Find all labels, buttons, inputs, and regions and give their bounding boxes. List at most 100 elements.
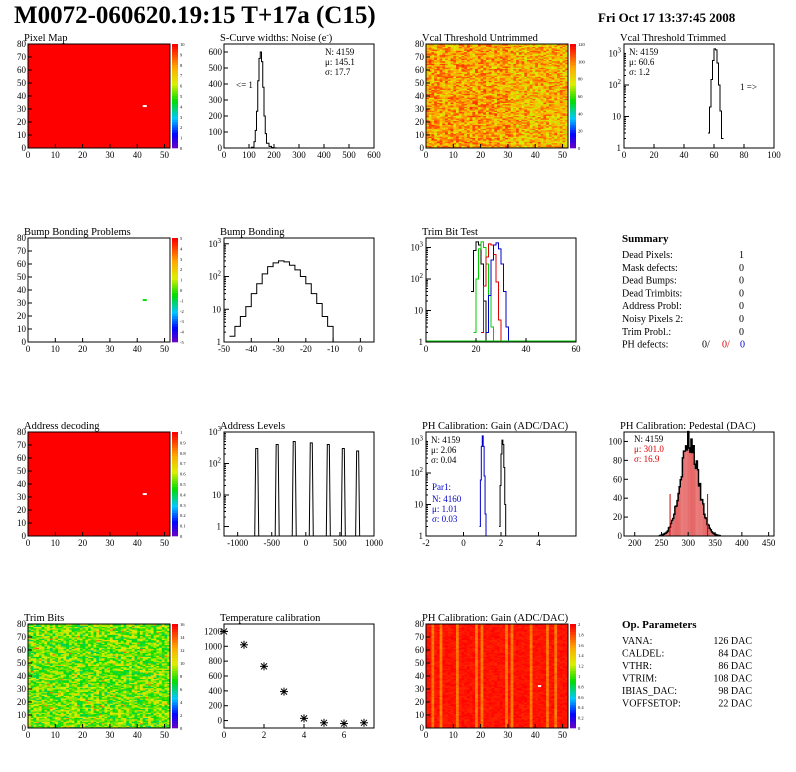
heatmap-cell bbox=[529, 112, 533, 115]
heatmap-cell bbox=[453, 81, 457, 84]
heatmap-cell bbox=[502, 105, 506, 107]
heatmap-cell bbox=[453, 77, 457, 80]
heatmap-cell bbox=[445, 55, 449, 58]
heatmap-cell bbox=[505, 67, 509, 70]
heatmap-cell bbox=[532, 73, 536, 76]
heatmap-cell bbox=[562, 112, 566, 115]
heatmap-cell bbox=[486, 118, 490, 120]
heatmap-cell bbox=[540, 46, 544, 49]
heatmap-cell bbox=[445, 142, 449, 145]
heatmap-cell bbox=[461, 90, 465, 93]
heatmap-cell bbox=[475, 110, 479, 112]
heatmap-cell bbox=[546, 107, 550, 110]
x-tick-label: 50 bbox=[160, 344, 170, 354]
heatmap-cell bbox=[507, 68, 512, 71]
plot-frame bbox=[623, 431, 775, 537]
heatmap-cell bbox=[513, 88, 517, 90]
heatmap-cell bbox=[477, 45, 482, 47]
heatmap-cell bbox=[532, 58, 536, 60]
heatmap-cell bbox=[557, 114, 561, 116]
heatmap-cell bbox=[491, 54, 495, 57]
heatmap-cell bbox=[502, 68, 506, 71]
heatmap-cell bbox=[535, 64, 539, 67]
heatmap-cell bbox=[461, 124, 465, 127]
heatmap-cell bbox=[527, 84, 531, 86]
x-tick-label: 0 bbox=[424, 344, 429, 354]
heatmap-cell bbox=[426, 72, 430, 75]
heatmap-cell bbox=[524, 135, 528, 137]
heatmap-cell bbox=[537, 102, 542, 105]
heatmap-cell bbox=[510, 50, 514, 53]
heatmap-cell bbox=[436, 57, 441, 59]
heatmap-cell bbox=[513, 128, 517, 131]
heatmap-cell bbox=[439, 79, 443, 81]
heatmap-cell bbox=[477, 54, 482, 57]
heatmap-cell bbox=[477, 75, 482, 77]
heatmap-cell bbox=[559, 144, 563, 146]
heatmap-cell bbox=[491, 47, 495, 50]
heatmap-cell bbox=[557, 77, 561, 80]
heatmap-cell bbox=[559, 83, 563, 85]
palette-cell bbox=[570, 122, 576, 125]
heatmap-cell bbox=[499, 90, 503, 93]
heatmap-cell bbox=[546, 54, 550, 57]
heatmap-cell bbox=[546, 106, 550, 109]
heatmap-cell bbox=[551, 62, 555, 64]
heatmap-cell bbox=[483, 125, 487, 128]
heatmap-cell bbox=[464, 83, 468, 85]
heatmap-cell bbox=[483, 80, 487, 83]
heatmap-cell bbox=[537, 63, 542, 66]
heatmap-cell bbox=[513, 129, 517, 132]
heatmap-cell bbox=[521, 114, 525, 116]
heatmap-cell bbox=[505, 96, 509, 98]
heatmap-cell bbox=[532, 120, 536, 123]
heatmap-cell bbox=[502, 127, 506, 129]
heatmap-cell bbox=[472, 59, 476, 62]
heatmap-cell bbox=[518, 50, 522, 53]
heatmap-cell bbox=[464, 115, 468, 118]
heatmap-cell bbox=[456, 122, 460, 124]
heatmap-cell bbox=[434, 97, 438, 99]
heatmap-cell bbox=[543, 70, 547, 72]
heatmap-cell bbox=[505, 102, 509, 105]
heatmap-cell bbox=[502, 62, 506, 64]
heatmap-cell bbox=[537, 47, 542, 50]
heatmap-cell bbox=[548, 101, 553, 103]
heatmap-cell bbox=[486, 145, 490, 148]
heatmap-cell bbox=[529, 115, 533, 118]
heatmap-cell bbox=[472, 97, 476, 99]
heatmap-cell bbox=[491, 129, 495, 132]
heatmap-cell bbox=[428, 129, 432, 132]
heatmap-cell bbox=[559, 70, 563, 72]
heatmap-cell bbox=[486, 54, 490, 57]
heatmap-cell bbox=[562, 106, 566, 109]
heatmap-cell bbox=[469, 90, 473, 93]
heatmap-cell bbox=[466, 110, 471, 112]
heatmap-cell bbox=[559, 102, 563, 105]
heatmap-cell bbox=[551, 127, 555, 129]
heatmap-cell bbox=[548, 114, 553, 116]
heatmap-cell bbox=[543, 107, 547, 110]
heatmap-cell bbox=[535, 114, 539, 116]
heatmap-cell bbox=[428, 63, 432, 66]
heatmap-cell bbox=[439, 80, 443, 83]
y-tick-label: 102 bbox=[209, 270, 222, 282]
heatmap-cell bbox=[521, 112, 525, 115]
heatmap-cell bbox=[537, 76, 542, 79]
heatmap-cell bbox=[486, 50, 490, 53]
heatmap-cell bbox=[453, 72, 457, 75]
heatmap-cell bbox=[426, 47, 430, 50]
heatmap-cell bbox=[554, 62, 558, 64]
heatmap-cell bbox=[434, 125, 438, 128]
heatmap-cell bbox=[426, 66, 430, 68]
heatmap-cell bbox=[535, 144, 539, 146]
heatmap-cell bbox=[551, 90, 555, 93]
heatmap-cell bbox=[494, 99, 498, 102]
heatmap-cell bbox=[507, 58, 512, 60]
heatmap-cell bbox=[439, 145, 443, 148]
heatmap-cell bbox=[516, 70, 520, 72]
heatmap-cell bbox=[453, 137, 457, 140]
heatmap-cell bbox=[548, 62, 553, 64]
heatmap-cell bbox=[540, 75, 544, 77]
